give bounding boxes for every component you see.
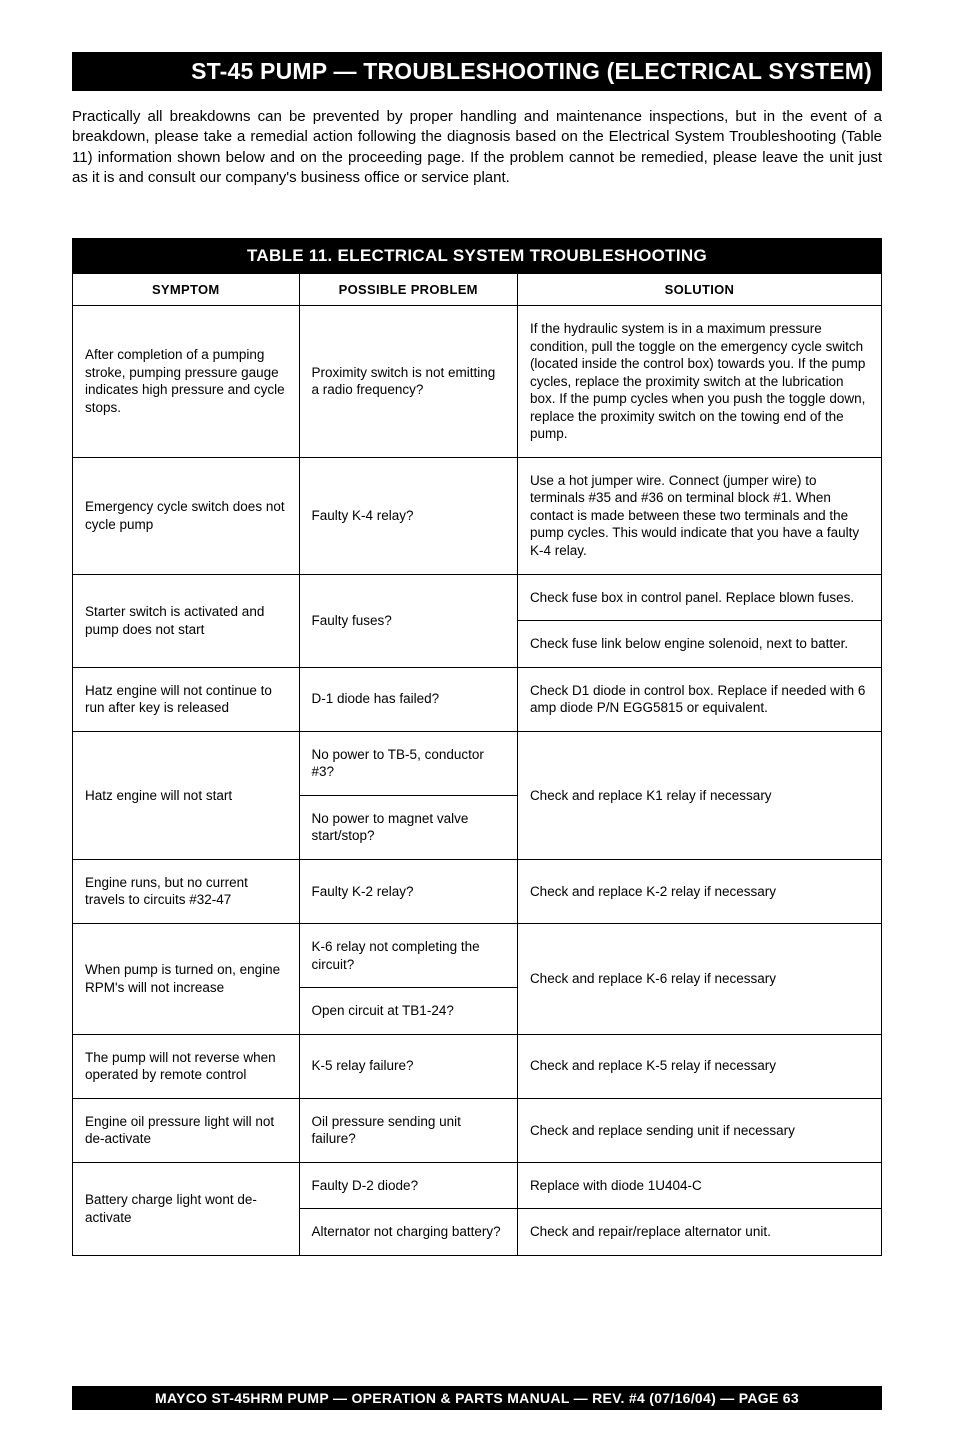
table-row: Hatz engine will not continue to run aft… — [73, 667, 882, 731]
cell-solution: Check and replace K1 relay if necessary — [517, 731, 881, 859]
table-header-row: SYMPTOM POSSIBLE PROBLEM SOLUTION — [73, 274, 882, 306]
cell-symptom: Hatz engine will not continue to run aft… — [73, 667, 300, 731]
cell-problem: No power to TB-5, conductor #3? — [299, 731, 517, 795]
table-title-row: TABLE 11. ELECTRICAL SYSTEM TROUBLESHOOT… — [73, 239, 882, 274]
cell-symptom: Hatz engine will not start — [73, 731, 300, 859]
cell-solution: Check fuse box in control panel. Replace… — [517, 574, 881, 621]
cell-solution: Check fuse link below engine solenoid, n… — [517, 621, 881, 668]
cell-solution: Check and repair/replace alternator unit… — [517, 1209, 881, 1256]
cell-symptom: Battery charge light wont de-activate — [73, 1162, 300, 1255]
footer-bar: MAYCO ST-45HRM PUMP — OPERATION & PARTS … — [72, 1386, 882, 1410]
footer-text: MAYCO ST-45HRM PUMP — OPERATION & PARTS … — [155, 1390, 799, 1406]
cell-problem: Faulty fuses? — [299, 574, 517, 667]
cell-solution: Check and replace K-2 relay if necessary — [517, 859, 881, 923]
cell-solution: If the hydraulic system is in a maximum … — [517, 306, 881, 458]
page-title-text: ST-45 PUMP — TROUBLESHOOTING (ELECTRICAL… — [191, 58, 872, 84]
table-row: Battery charge light wont de-activate Fa… — [73, 1162, 882, 1209]
page-title-bar: ST-45 PUMP — TROUBLESHOOTING (ELECTRICAL… — [72, 52, 882, 91]
cell-problem: Proximity switch is not emitting a radio… — [299, 306, 517, 458]
cell-symptom: Engine runs, but no current travels to c… — [73, 859, 300, 923]
cell-problem: Open circuit at TB1-24? — [299, 988, 517, 1035]
cell-symptom: After completion of a pumping stroke, pu… — [73, 306, 300, 458]
cell-solution: Check and replace sending unit if necess… — [517, 1098, 881, 1162]
intro-paragraph: Practically all breakdowns can be preven… — [72, 107, 882, 188]
cell-solution: Replace with diode 1U404-C — [517, 1162, 881, 1209]
cell-solution: Check and replace K-6 relay if necessary — [517, 924, 881, 1035]
cell-problem: Faulty K-2 relay? — [299, 859, 517, 923]
cell-symptom: Starter switch is activated and pump doe… — [73, 574, 300, 667]
col-problem-header: POSSIBLE PROBLEM — [299, 274, 517, 306]
cell-problem: Faulty K-4 relay? — [299, 457, 517, 574]
table-row: When pump is turned on, engine RPM's wil… — [73, 924, 882, 988]
cell-symptom: When pump is turned on, engine RPM's wil… — [73, 924, 300, 1035]
table-row: Engine oil pressure light will not de-ac… — [73, 1098, 882, 1162]
cell-problem: Oil pressure sending unit failure? — [299, 1098, 517, 1162]
table-row: Emergency cycle switch does not cycle pu… — [73, 457, 882, 574]
table-row: Hatz engine will not start No power to T… — [73, 731, 882, 795]
table-row: The pump will not reverse when operated … — [73, 1034, 882, 1098]
cell-problem: No power to magnet valve start/stop? — [299, 795, 517, 859]
cell-symptom: Emergency cycle switch does not cycle pu… — [73, 457, 300, 574]
table-row: Starter switch is activated and pump doe… — [73, 574, 882, 621]
cell-symptom: Engine oil pressure light will not de-ac… — [73, 1098, 300, 1162]
table-title: TABLE 11. ELECTRICAL SYSTEM TROUBLESHOOT… — [73, 239, 882, 274]
cell-problem: K-5 relay failure? — [299, 1034, 517, 1098]
table-row: Engine runs, but no current travels to c… — [73, 859, 882, 923]
cell-problem: K-6 relay not completing the circuit? — [299, 924, 517, 988]
cell-solution: Use a hot jumper wire. Connect (jumper w… — [517, 457, 881, 574]
cell-solution: Check and replace K-5 relay if necessary — [517, 1034, 881, 1098]
table-row: After completion of a pumping stroke, pu… — [73, 306, 882, 458]
cell-problem: D-1 diode has failed? — [299, 667, 517, 731]
cell-problem: Alternator not charging battery? — [299, 1209, 517, 1256]
col-symptom-header: SYMPTOM — [73, 274, 300, 306]
cell-solution: Check D1 diode in control box. Replace i… — [517, 667, 881, 731]
cell-problem: Faulty D-2 diode? — [299, 1162, 517, 1209]
col-solution-header: SOLUTION — [517, 274, 881, 306]
cell-symptom: The pump will not reverse when operated … — [73, 1034, 300, 1098]
troubleshooting-table: TABLE 11. ELECTRICAL SYSTEM TROUBLESHOOT… — [72, 238, 882, 1256]
